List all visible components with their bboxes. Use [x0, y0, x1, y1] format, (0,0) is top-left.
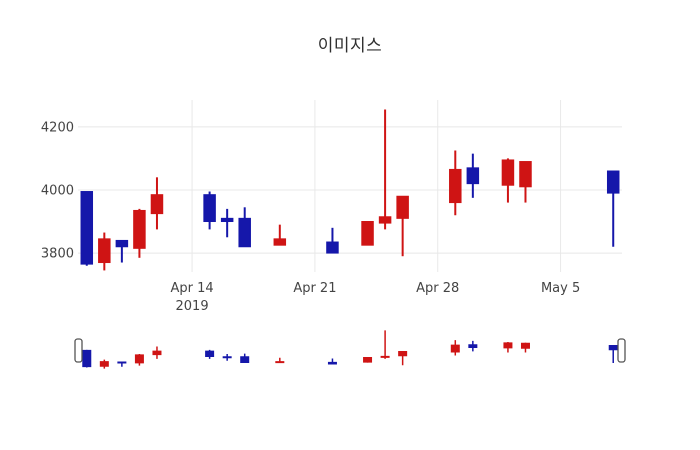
candle-apr-25[interactable] [378, 109, 392, 230]
y-tick-4000: 4000 [41, 183, 74, 198]
rangeslider-body-may-3 [520, 342, 530, 349]
candle-apr-9[interactable] [98, 232, 111, 271]
candle-body-may-3 [519, 161, 532, 188]
candle-body-apr-17 [238, 217, 251, 248]
candle-body-apr-12 [150, 194, 164, 215]
rangeslider-body-apr-17 [240, 356, 250, 363]
x-axis-labels: Apr 14 2019 Apr 21 Apr 28 May 5 [170, 281, 580, 314]
x-tick-apr-14-year: 2019 [176, 299, 209, 314]
gridlines [78, 100, 622, 272]
rangeslider-body-apr-26 [398, 351, 408, 357]
rangeslider-candle-apr-17 [240, 353, 250, 363]
candle-apr-15[interactable] [203, 191, 216, 230]
candle-apr-8[interactable] [80, 191, 94, 266]
rangeslider-body-apr-9 [99, 361, 109, 367]
rangeslider-handle-left[interactable] [74, 338, 83, 363]
candle-body-apr-30 [466, 167, 480, 185]
rangeslider-candle-apr-12 [152, 346, 162, 359]
rangeslider-body-apr-8 [82, 349, 92, 368]
rangeslider-body-may-2 [503, 342, 513, 349]
x-tick-may-5: May 5 [541, 281, 580, 296]
candle-may-2[interactable] [501, 158, 515, 203]
candle-body-apr-8 [80, 191, 94, 265]
rangeslider-body-apr-19 [275, 361, 285, 364]
rangeslider-body-apr-30 [468, 344, 478, 348]
chart-title: 이미지스 [317, 36, 383, 56]
candle-body-apr-26 [396, 195, 409, 219]
candle-apr-12[interactable] [150, 177, 164, 230]
candle-apr-17[interactable] [238, 207, 251, 248]
rangeslider-candle-may-2 [503, 342, 513, 353]
candle-body-apr-22 [326, 241, 339, 254]
rangeslider-body-apr-16 [222, 356, 232, 359]
rangeslider-body-apr-24 [363, 357, 373, 363]
rangeslider-body-apr-11 [134, 354, 144, 364]
rangeslider-candle-apr-29 [450, 340, 460, 356]
rangeslider-candle-may-8 [608, 345, 618, 363]
x-tick-apr-21: Apr 21 [293, 281, 336, 296]
candle-apr-22[interactable] [326, 227, 339, 254]
candle-apr-26[interactable] [396, 195, 409, 257]
candle-body-apr-11 [133, 209, 146, 249]
candle-apr-10[interactable] [115, 239, 129, 263]
rangeslider-body-apr-15 [205, 350, 215, 357]
rangeslider-body-apr-29 [450, 344, 460, 353]
rangeslider-candle-apr-24 [363, 357, 373, 363]
candle-body-apr-24 [361, 221, 374, 246]
rangeslider-body-may-8 [608, 345, 618, 351]
candle-body-may-2 [501, 159, 515, 186]
rangeslider-candle-apr-26 [398, 351, 408, 366]
candle-apr-30[interactable] [466, 153, 480, 198]
candle-body-apr-9 [98, 238, 111, 264]
candle-body-apr-29 [449, 168, 462, 204]
candle-body-apr-25 [378, 216, 392, 224]
y-axis-labels: 3800 4000 4200 [41, 120, 74, 261]
candle-apr-19[interactable] [273, 224, 287, 246]
candle-body-may-8 [606, 170, 620, 194]
rangeslider[interactable] [74, 330, 626, 369]
y-tick-3800: 3800 [41, 247, 74, 262]
rangeslider-candle-apr-30 [468, 340, 478, 352]
rangeslider-handle-right[interactable] [617, 338, 626, 363]
rangeslider-candle-apr-9 [99, 359, 109, 369]
candle-may-8[interactable] [606, 170, 620, 247]
candles [80, 109, 620, 271]
rangeslider-candle-apr-19 [275, 357, 285, 364]
rangeslider-body-apr-10 [117, 361, 127, 364]
rangeslider-candle-apr-15 [205, 349, 215, 359]
rangeslider-candle-apr-11 [134, 354, 144, 366]
rangeslider-candle-may-3 [520, 342, 530, 353]
candle-apr-11[interactable] [133, 208, 146, 258]
candle-body-apr-15 [203, 194, 216, 223]
rangeslider-candle-apr-8 [82, 349, 92, 368]
candle-may-3[interactable] [519, 161, 532, 203]
x-tick-apr-28: Apr 28 [416, 281, 459, 296]
y-tick-4200: 4200 [41, 120, 74, 135]
rangeslider-body-apr-22 [327, 361, 337, 365]
candle-apr-29[interactable] [449, 150, 462, 216]
candle-body-apr-10 [115, 239, 129, 248]
candle-body-apr-19 [273, 238, 287, 246]
rangeslider-candle-apr-10 [117, 361, 127, 367]
rangeslider-candle-apr-22 [327, 358, 337, 365]
rangeslider-candle-apr-16 [222, 354, 232, 361]
candle-body-apr-16 [220, 217, 234, 223]
rangeslider-body-apr-12 [152, 350, 162, 356]
candle-apr-24[interactable] [361, 221, 374, 246]
rangeslider-body-apr-25 [380, 355, 390, 358]
candle-apr-16[interactable] [220, 208, 234, 238]
rangeslider-candle-apr-25 [380, 330, 390, 359]
x-tick-apr-14: Apr 14 [170, 281, 213, 296]
